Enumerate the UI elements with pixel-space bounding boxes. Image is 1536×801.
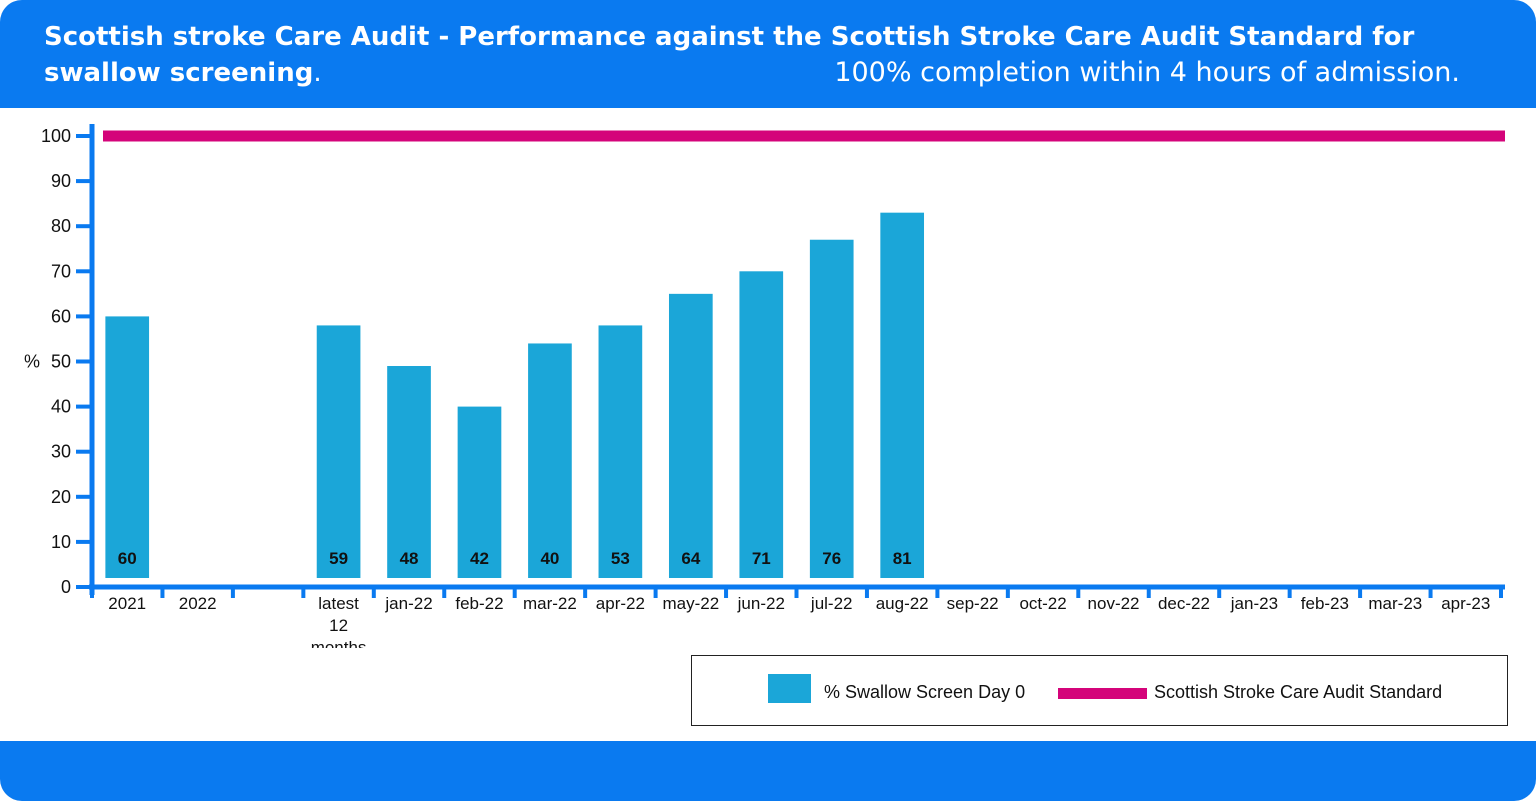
bar-jun-22 bbox=[739, 271, 784, 578]
bar-chart: 60 59 48 42 40 53 64 71 76 81 0 10 20 30 40 50 60 70 80 90 1… bbox=[24, 124, 1505, 648]
y-tick-label: 50 bbox=[51, 352, 71, 372]
bar-aug-22 bbox=[880, 212, 925, 579]
x-tick-label: latest bbox=[318, 594, 359, 613]
chart-title-line2: swallow screening. bbox=[44, 58, 322, 88]
x-tick-label: aug-22 bbox=[876, 594, 929, 613]
y-tick-label: 20 bbox=[51, 487, 71, 507]
data-label: 64 bbox=[681, 549, 700, 568]
chart-title-line1: Scottish stroke Care Audit - Performance… bbox=[44, 22, 1415, 52]
x-tick-label: sep-22 bbox=[947, 594, 999, 613]
x-tick-label: dec-22 bbox=[1158, 594, 1210, 613]
bar-mar-22 bbox=[528, 343, 572, 578]
y-axis-label: % bbox=[24, 352, 40, 372]
bar-latest-12-months bbox=[316, 325, 361, 578]
x-tick-label: mar-23 bbox=[1368, 594, 1422, 613]
x-tick-label: nov-22 bbox=[1088, 594, 1140, 613]
x-tick-label: jul-22 bbox=[810, 594, 853, 613]
y-tick-label: 40 bbox=[51, 397, 71, 417]
legend-label-standard: Scottish Stroke Care Audit Standard bbox=[1154, 682, 1443, 702]
x-tick-label: apr-22 bbox=[596, 594, 645, 613]
x-tick-label: 2021 bbox=[108, 594, 146, 613]
y-tick-label: 30 bbox=[51, 442, 71, 462]
legend-label-swallow-screen: % Swallow Screen Day 0 bbox=[824, 682, 1026, 702]
data-label: 81 bbox=[893, 549, 912, 568]
legend-swatch-standard bbox=[1058, 688, 1147, 699]
legend: % Swallow Screen Day 0 Scottish Stroke C… bbox=[691, 655, 1508, 726]
bar-jan-22 bbox=[387, 366, 431, 578]
y-tick-label: 90 bbox=[51, 171, 71, 191]
y-tick-label: 100 bbox=[41, 126, 71, 146]
x-tick-label: oct-22 bbox=[1019, 594, 1066, 613]
x-tick-label: 12 bbox=[329, 616, 348, 635]
chart-subtitle: 100% completion within 4 hours of admiss… bbox=[834, 57, 1460, 88]
bar-apr-22 bbox=[598, 325, 643, 578]
data-label: 76 bbox=[822, 549, 841, 568]
x-tick-label: jan-22 bbox=[384, 594, 432, 613]
legend-swatch-bar bbox=[768, 674, 811, 703]
header-banner: Scottish stroke Care Audit - Performance… bbox=[0, 0, 1536, 108]
y-tick-label: 70 bbox=[51, 261, 71, 281]
y-tick-label: 10 bbox=[51, 532, 71, 552]
y-tick-label: 60 bbox=[51, 306, 71, 326]
chart-title-period: . bbox=[313, 58, 322, 88]
y-tick-label: 80 bbox=[51, 216, 71, 236]
x-tick-label: jan-23 bbox=[1230, 594, 1278, 613]
x-tick-label: months bbox=[311, 638, 367, 648]
data-label: 59 bbox=[329, 549, 348, 568]
bar-2021 bbox=[105, 316, 150, 578]
data-label: 71 bbox=[752, 549, 771, 568]
data-label: 42 bbox=[470, 549, 489, 568]
y-tick-label: 0 bbox=[61, 577, 71, 597]
x-tick-label: 2022 bbox=[179, 594, 217, 613]
bar-jul-22 bbox=[809, 239, 854, 579]
chart-title-emphasis: swallow screening bbox=[44, 58, 314, 88]
bar-feb-22 bbox=[457, 406, 502, 578]
footer-banner bbox=[0, 741, 1536, 801]
x-tick-label: may-22 bbox=[662, 594, 719, 613]
bar-may-22 bbox=[668, 293, 713, 578]
data-label: 60 bbox=[118, 549, 137, 568]
x-tick-label: apr-23 bbox=[1441, 594, 1490, 613]
x-tick-label: feb-23 bbox=[1301, 594, 1349, 613]
x-tick-label: feb-22 bbox=[455, 594, 503, 613]
data-label: 48 bbox=[400, 549, 419, 568]
data-label: 40 bbox=[540, 549, 559, 568]
x-tick-label: jun-22 bbox=[737, 594, 785, 613]
data-label: 53 bbox=[611, 549, 630, 568]
x-tick-label: mar-22 bbox=[523, 594, 577, 613]
